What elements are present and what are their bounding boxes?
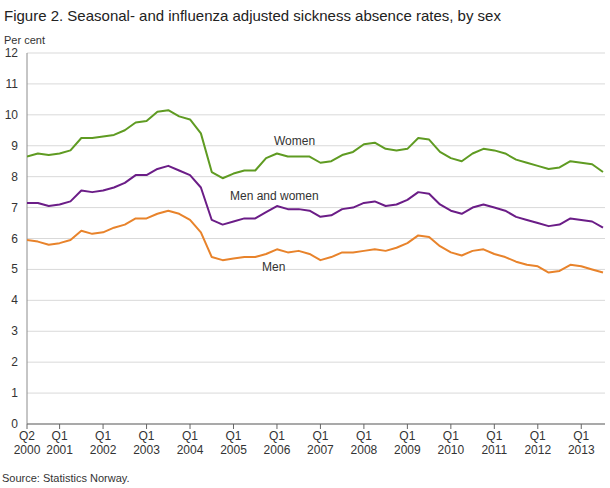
x-tick-label: Q22000 bbox=[14, 429, 41, 457]
y-tick-label: 7 bbox=[11, 201, 18, 215]
y-tick-label: 10 bbox=[5, 108, 19, 122]
y-tick-label: 6 bbox=[11, 232, 18, 246]
y-tick-label: 9 bbox=[11, 139, 18, 153]
x-tick-label: Q12007 bbox=[307, 429, 334, 457]
grid-line bbox=[27, 300, 605, 301]
series-line bbox=[27, 110, 603, 178]
grid-line bbox=[27, 207, 605, 208]
x-tick-label: Q12008 bbox=[351, 429, 378, 457]
x-tick-label: Q12005 bbox=[220, 429, 247, 457]
grid bbox=[27, 53, 605, 424]
y-tick-label: 1 bbox=[11, 386, 18, 400]
grid-line bbox=[27, 83, 605, 84]
y-tick-label: 0 bbox=[11, 417, 18, 431]
x-tick-label: Q12010 bbox=[437, 429, 464, 457]
grid-line bbox=[27, 424, 605, 425]
x-axis bbox=[27, 424, 605, 425]
y-tick-label: 2 bbox=[11, 355, 18, 369]
x-tick-label: Q12012 bbox=[524, 429, 551, 457]
y-axis bbox=[27, 53, 28, 424]
grid-line bbox=[27, 269, 605, 270]
source: Source: Statistics Norway. bbox=[2, 472, 130, 484]
grid-line bbox=[27, 53, 605, 54]
y-tick-label: 12 bbox=[5, 46, 19, 60]
x-tick-label: Q12004 bbox=[177, 429, 204, 457]
series-line bbox=[27, 166, 603, 228]
y-tick-label: 8 bbox=[11, 170, 18, 184]
x-tick-label: Q12001 bbox=[46, 429, 73, 457]
series-line bbox=[27, 211, 603, 273]
grid-line bbox=[27, 362, 605, 363]
x-tick-label: Q12002 bbox=[90, 429, 117, 457]
series-label: Men bbox=[262, 260, 285, 274]
grid-line bbox=[27, 393, 605, 394]
y-tick-label: 4 bbox=[11, 293, 18, 307]
x-tick-label: Q12006 bbox=[264, 429, 291, 457]
y-tick-label: 3 bbox=[11, 324, 18, 338]
grid-line bbox=[27, 145, 605, 146]
chart: Figure 2. Seasonal- and influenza adjust… bbox=[0, 0, 610, 488]
x-tick-label: Q12013 bbox=[568, 429, 595, 457]
y-tick-label: 11 bbox=[6, 77, 19, 91]
title: Figure 2. Seasonal- and influenza adjust… bbox=[4, 7, 501, 24]
x-tick-label: Q12009 bbox=[394, 429, 421, 457]
y-tick-label: 5 bbox=[11, 262, 18, 276]
grid-line bbox=[27, 114, 605, 115]
x-tick-label: Q12003 bbox=[133, 429, 160, 457]
series-label: Women bbox=[274, 134, 315, 148]
grid-line bbox=[27, 176, 605, 177]
x-tick-label: Q12011 bbox=[481, 429, 507, 457]
grid-line bbox=[27, 238, 605, 239]
series-label: Men and women bbox=[230, 189, 319, 203]
series-lines bbox=[27, 110, 603, 272]
y-axis-label: Per cent bbox=[4, 34, 45, 46]
grid-line bbox=[27, 331, 605, 332]
